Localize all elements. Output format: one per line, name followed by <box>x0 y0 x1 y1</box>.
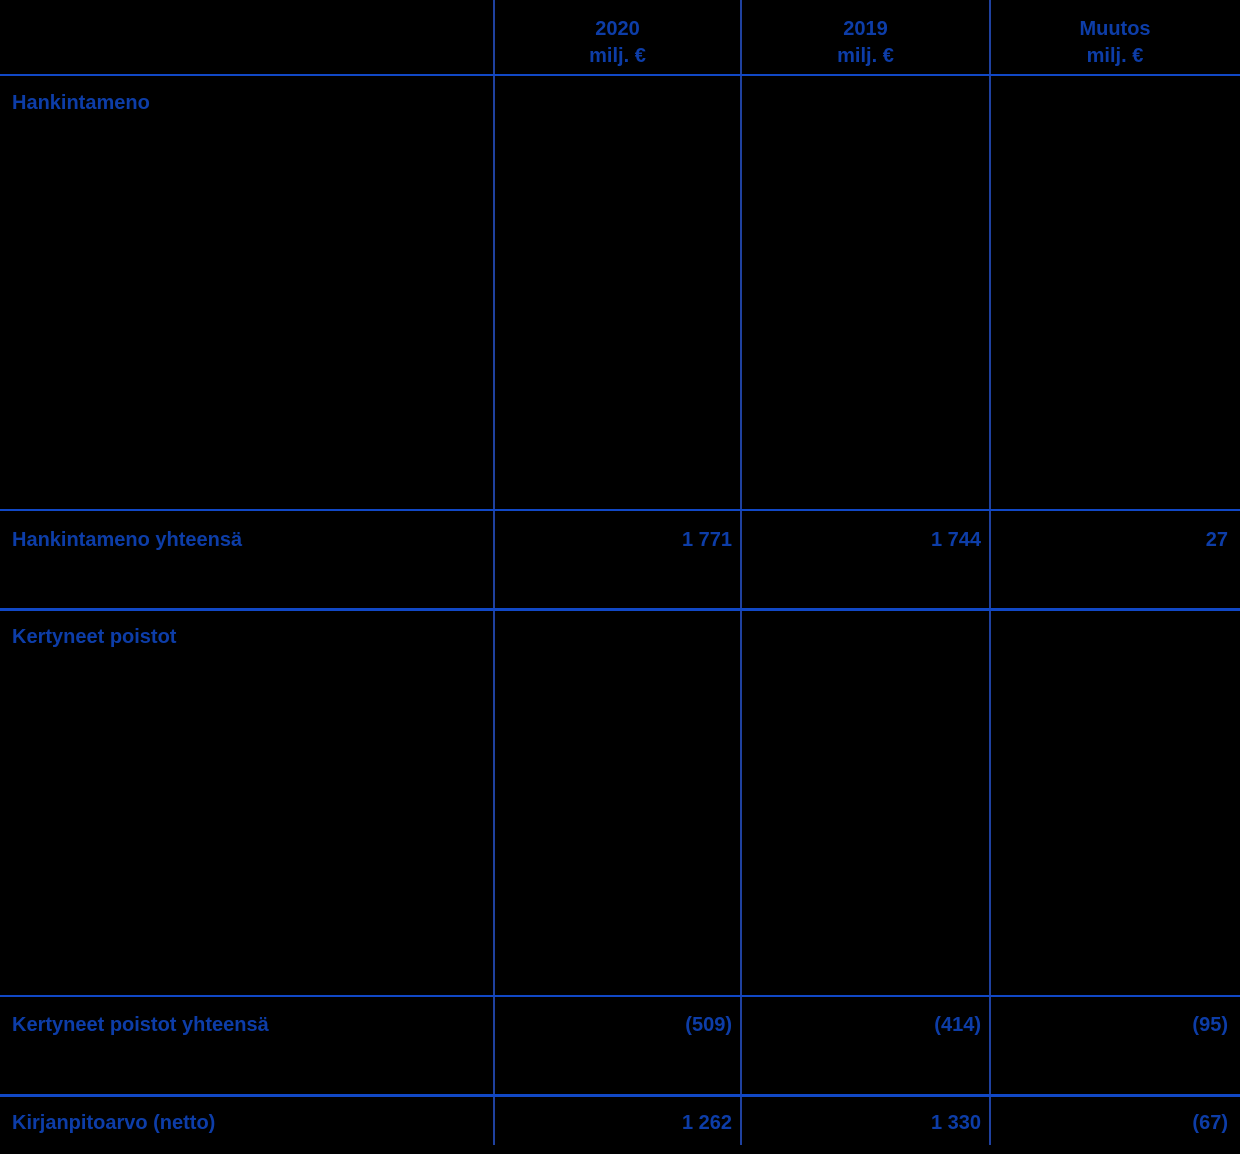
value-hankintameno-total-muutos: 27 <box>1205 529 1228 551</box>
poistot-total-top-rule <box>0 995 1240 997</box>
column-header-muutos-title: Muutos <box>1079 18 1151 40</box>
section-divider-rule-1 <box>0 608 1240 611</box>
value-hankintameno-total-2020: 1 771 <box>681 529 732 551</box>
table-row-hankintameno: Hankintameno <box>0 92 1240 114</box>
table-row-poistot-total: Kertyneet poistot yhteensä (509) (414) (… <box>0 1014 1240 1036</box>
value-poistot-total-2020: (509) <box>685 1014 732 1036</box>
column-divider-2 <box>740 0 742 1145</box>
value-poistot-total-2019: (414) <box>934 1014 981 1036</box>
section-divider-rule-2 <box>0 1094 1240 1097</box>
column-header-2019-year: 2019 <box>843 18 888 40</box>
header-bottom-rule <box>0 74 1240 76</box>
column-header-muutos: Muutos milj. € <box>990 16 1240 70</box>
column-header-2020: 2020 milj. € <box>494 16 741 70</box>
row-label-kirjanpitoarvo: Kirjanpitoarvo (netto) <box>12 1112 216 1134</box>
row-label-kertyneet-poistot: Kertyneet poistot <box>12 626 177 648</box>
table-row-kirjanpitoarvo: Kirjanpitoarvo (netto) 1 262 1 330 (67) <box>0 1112 1240 1134</box>
hankintameno-total-top-rule <box>0 509 1240 511</box>
value-hankintameno-total-2019: 1 744 <box>930 529 981 551</box>
column-header-2019: 2019 milj. € <box>741 16 990 70</box>
value-kirjanpitoarvo-2019: 1 330 <box>930 1112 981 1134</box>
row-label-poistot-total: Kertyneet poistot yhteensä <box>12 1014 269 1036</box>
row-label-hankintameno-total: Hankintameno yhteensä <box>12 529 243 551</box>
column-header-muutos-unit: milj. € <box>1086 45 1144 67</box>
value-poistot-total-muutos: (95) <box>1192 1014 1228 1036</box>
column-header-2020-year: 2020 <box>595 18 640 40</box>
value-kirjanpitoarvo-2020: 1 262 <box>681 1112 732 1134</box>
value-kirjanpitoarvo-muutos: (67) <box>1192 1112 1228 1134</box>
column-header-2019-unit: milj. € <box>837 45 894 67</box>
table-row-hankintameno-total: Hankintameno yhteensä 1 771 1 744 27 <box>0 529 1240 551</box>
column-header-2020-unit: milj. € <box>589 45 646 67</box>
table-row-kertyneet-poistot: Kertyneet poistot <box>0 626 1240 648</box>
column-divider-3 <box>989 0 991 1145</box>
row-label-hankintameno: Hankintameno <box>12 92 150 114</box>
column-divider-1 <box>493 0 495 1145</box>
